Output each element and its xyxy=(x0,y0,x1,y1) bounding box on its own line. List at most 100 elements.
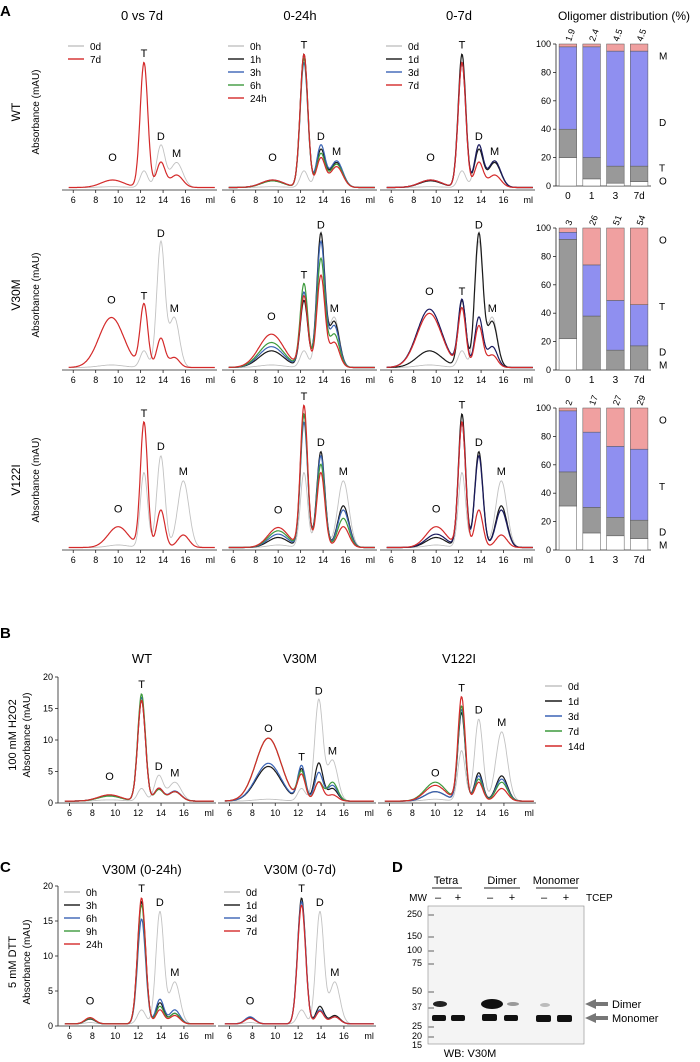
peak-label-d: D xyxy=(475,220,483,232)
peak-label-o: O xyxy=(268,152,277,164)
peak-label-o: O xyxy=(246,996,255,1008)
x-tick-label: 10 xyxy=(273,555,283,565)
x-tick-label: 8 xyxy=(253,195,258,205)
y-tick-label: 40 xyxy=(541,308,551,318)
x-tick-label: 12 xyxy=(293,1031,303,1041)
peak-label-m: M xyxy=(330,967,339,979)
wb-mw-20: 20 xyxy=(412,1031,422,1041)
category-label: 0 xyxy=(565,555,571,566)
bar-segment-d xyxy=(558,471,577,507)
wb-ladder-band xyxy=(428,1007,434,1009)
x-tick-label: 8 xyxy=(253,555,258,565)
peak-label-m: M xyxy=(179,466,188,478)
x-unit-label: ml xyxy=(206,195,216,205)
wb-ladder-band xyxy=(428,950,434,952)
b-title-v122i: V122I xyxy=(442,651,476,666)
x-tick-label: 16 xyxy=(341,195,351,205)
x-tick-label: 12 xyxy=(454,555,464,565)
legend-label: 24h xyxy=(250,94,267,105)
peak-label-m: M xyxy=(497,466,506,478)
bar-segment-o xyxy=(558,43,577,48)
y-tick-label: 60 xyxy=(541,460,551,470)
x-tick-label: 14 xyxy=(158,375,168,385)
x-tick-label: 12 xyxy=(454,375,464,385)
peak-label-m: M xyxy=(328,745,337,757)
bar-segment-d xyxy=(630,165,649,182)
a-ylabel-1: Absorbance (mAU) xyxy=(31,252,42,337)
x-tick-label: 8 xyxy=(93,555,98,565)
x-tick-label: 12 xyxy=(453,808,463,818)
y-tick-label: 60 xyxy=(541,96,551,106)
a-row-label-v122i: V122I xyxy=(9,464,23,495)
peak-label-m: M xyxy=(330,303,339,315)
wb-arrow-monomer xyxy=(585,1013,608,1023)
a-col-title-3: Oligomer distribution (%) xyxy=(558,9,690,23)
category-label: 1 xyxy=(589,555,595,566)
legend-label: 0h xyxy=(250,42,261,53)
wb-band-monomer xyxy=(504,1015,518,1021)
bar-segment-t xyxy=(582,46,601,158)
x-tick-label: 6 xyxy=(71,555,76,565)
peak-label-o: O xyxy=(108,152,117,164)
x-tick-label: 16 xyxy=(499,808,509,818)
b-ylabel-condition: 100 mM H2O2 xyxy=(7,699,19,771)
x-unit-label: ml xyxy=(366,375,376,385)
legend-label: 9h xyxy=(86,927,97,938)
peak-label-o: O xyxy=(86,996,95,1008)
peak-label-d: D xyxy=(475,131,483,143)
x-tick-label: 10 xyxy=(273,375,283,385)
y-tick-label: 5 xyxy=(48,986,53,996)
wb-ladder-band xyxy=(428,963,434,965)
bar-segment-d xyxy=(582,507,601,534)
legend-label: 7d xyxy=(568,727,579,738)
peak-label-d: D xyxy=(157,441,165,453)
wb-ladder-band xyxy=(428,914,434,916)
y-tick-label: 100 xyxy=(536,403,551,413)
trace-series-4 xyxy=(224,737,374,802)
wb-band-monomer xyxy=(536,1015,551,1022)
wb-mw-label: MW xyxy=(409,893,427,904)
stack-label-o: O xyxy=(659,415,667,426)
x-tick-label: 12 xyxy=(133,1031,143,1041)
stack-label-m: M xyxy=(659,360,667,371)
peak-label-t: T xyxy=(298,883,305,895)
x-tick-label: 10 xyxy=(110,1031,120,1041)
trace-series-3 xyxy=(224,904,374,1025)
x-unit-label: ml xyxy=(204,1031,214,1041)
bar-segment-d xyxy=(582,315,601,371)
x-tick-label: 12 xyxy=(296,555,306,565)
legend-label: 7d xyxy=(90,55,101,66)
wb-group-tetra: Tetra xyxy=(434,875,459,887)
bar-segment-o xyxy=(606,43,625,52)
x-tick-label: 8 xyxy=(90,1031,95,1041)
x-tick-label: 10 xyxy=(431,555,441,565)
western-blot-panel: Tetra Dimer Monomer MW – + – + – + TCEP … xyxy=(407,875,659,1060)
trace-red xyxy=(228,404,375,549)
wb-band-monomer xyxy=(557,1015,572,1022)
legend-label: 0h xyxy=(86,888,97,899)
trace-series-0 xyxy=(64,774,214,802)
chromatogram-b-v30m: 6 8 10 12 14 16 ml O T D M xyxy=(218,685,376,818)
legend-label: 0d xyxy=(246,888,257,899)
chromatogram-a-v30m-0vs7d: 6 8 10 12 14 16 ml O T D M xyxy=(62,228,217,385)
a-ylabel-2: Absorbance (mAU) xyxy=(31,437,42,522)
x-tick-label: 10 xyxy=(113,375,123,385)
a-row-label-wt: WT xyxy=(9,102,23,121)
x-tick-label: 16 xyxy=(339,1031,349,1041)
peak-label-d: D xyxy=(317,437,325,449)
chromatogram-a-v122i-0to7d: 6 8 10 12 14 16 ml O T D M xyxy=(380,400,535,565)
y-tick-label: 10 xyxy=(43,735,53,745)
panel-letter-c: C xyxy=(0,859,11,876)
x-unit-label: ml xyxy=(364,808,374,818)
peak-label-d: D xyxy=(157,228,165,240)
stack-label-t: T xyxy=(659,302,665,313)
trace-red xyxy=(68,420,215,549)
x-tick-label: 8 xyxy=(411,555,416,565)
x-tick-label: 6 xyxy=(227,808,232,818)
wb-arrow-label-monomer: Monomer xyxy=(612,1013,659,1025)
bar-segment-d xyxy=(606,349,625,371)
stacked-bar-chart-0: 0 20 40 60 80 100 0 1.9 1 2.4 3 4.5 7d 4.5 M D TO xyxy=(536,28,667,202)
y-tick-label: 5 xyxy=(48,767,53,777)
x-unit-label: ml xyxy=(364,1031,374,1041)
